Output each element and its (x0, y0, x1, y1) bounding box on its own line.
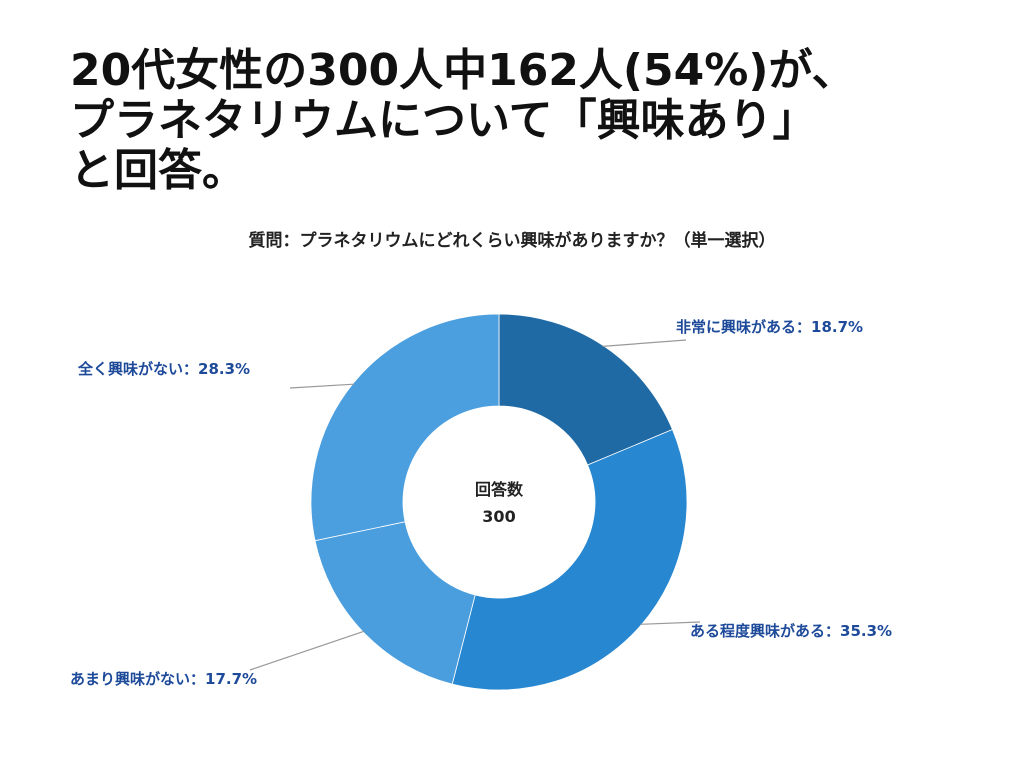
headline-line-2: プラネタリウムについて「興味あり」 (70, 95, 817, 146)
headline: 20代女性の300人中162人(54%)が、 プラネタリウムについて「興味あり」… (70, 46, 970, 196)
center-label: 回答数 (475, 480, 524, 499)
survey-question: 質問：プラネタリウムにどれくらい興味がありますか？（単一選択） (248, 231, 776, 251)
headline-line-1: 20代女性の300人中162人(54%)が、 (70, 45, 856, 96)
slice-label-1: 非常に興味がある：18.7% (676, 318, 863, 336)
slice-label-3: あまり興味がない：17.7% (70, 670, 257, 688)
slice-label-2: ある程度興味がある：35.3% (690, 622, 892, 640)
slice-4 (310, 313, 500, 542)
slice-label-4: 全く興味がない：28.3% (77, 360, 250, 378)
slice-labels: 非常に興味がある：18.7% ある程度興味がある：35.3% あまり興味がない：17… (70, 318, 892, 688)
leader-line-2 (640, 621, 701, 625)
leader-line-1 (602, 339, 687, 347)
slice-1 (498, 313, 673, 466)
leader-lines (249, 339, 701, 671)
center-value: 300 (482, 507, 515, 526)
leader-line-3 (249, 630, 365, 671)
slice-2 (451, 428, 688, 691)
slice-3 (314, 521, 476, 685)
headline-line-3: と回答。 (70, 145, 246, 196)
leader-line-4 (289, 383, 354, 389)
donut-slices (310, 313, 688, 691)
